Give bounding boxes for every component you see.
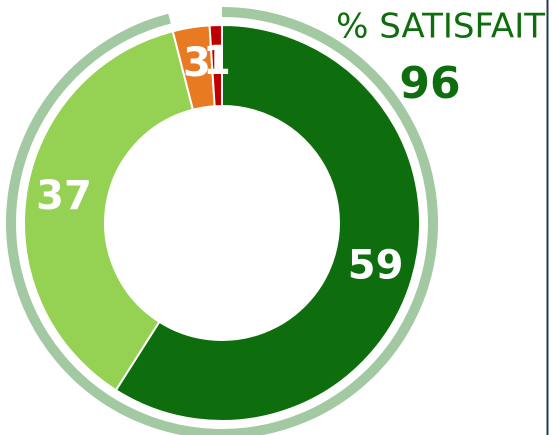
donut-slice [208,23,223,108]
annotation-label: % SATISFAIT [336,7,545,47]
value-label: 37 [36,173,92,219]
plot: 59 37 31 [6,7,438,435]
donut-slice [23,30,195,392]
value-label: 1 [203,38,231,84]
value-label: 59 [348,243,404,289]
annotation-value: 96 [399,58,460,109]
value-label: 3 [183,40,211,86]
donut-slice [114,23,421,422]
satisfaction-ring [6,7,438,435]
